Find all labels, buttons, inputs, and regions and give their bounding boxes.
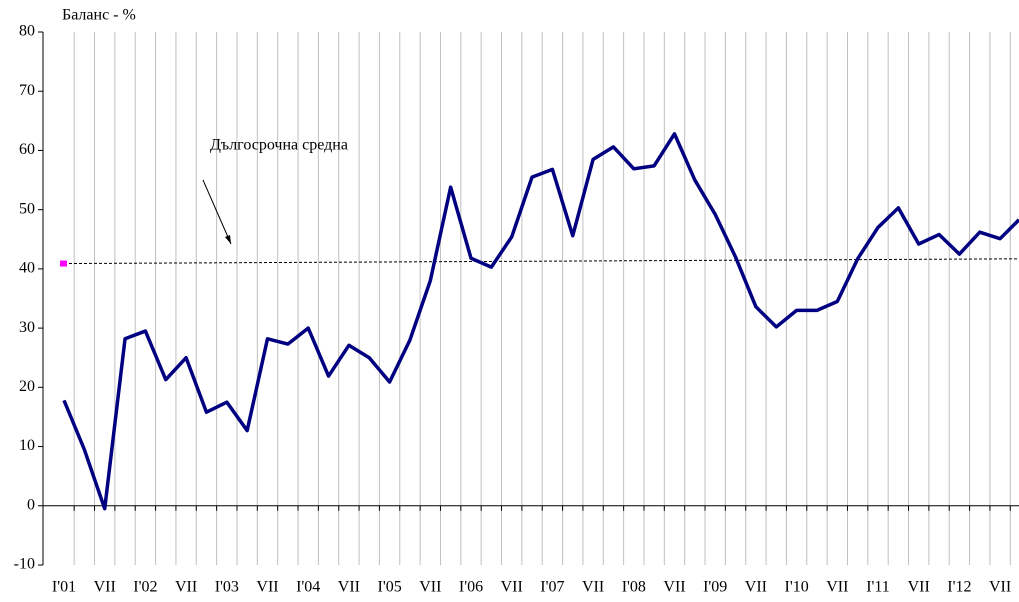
reference-marker [60,260,67,267]
x-tick-label: VII [175,579,197,596]
x-tick-label: VII [908,579,930,596]
y-tick-label: 80 [19,23,35,40]
x-tick-label: VII [663,579,685,596]
x-tick-label: I'07 [540,579,564,596]
y-tick-label: 30 [19,319,35,336]
y-axis-label: Баланс - % [62,7,136,24]
data-line [62,132,1019,511]
x-tick-label: I'01 [52,579,76,596]
x-tick-label: VII [826,579,848,596]
annotation: Дългосрочна средна [210,137,348,154]
y-tick-label: 50 [19,200,35,217]
y-tick-label: 40 [19,260,35,277]
x-tick-label: VII [94,579,116,596]
x-tick-label: I'09 [703,579,727,596]
y-tick-label: 60 [19,141,35,158]
annotation-arrow [202,179,232,245]
plot: -10 0 10 20 30 40 50 60 70 80 I'01 VII I'02 VII I'03 VI… [14,23,1019,596]
y-tick-label: 20 [19,378,35,395]
x-tick-label: I'08 [622,579,646,596]
y-tick-label: 70 [19,82,35,99]
x-tick-label: I'05 [377,579,401,596]
y-tick-label: 10 [19,437,35,454]
x-tick-label: VII [745,579,767,596]
x-tick-label: I'03 [215,579,239,596]
x-tick-label: VII [419,579,441,596]
y-tick-label: 0 [27,496,35,513]
x-tick-label: I'12 [947,579,971,596]
x-tick-label: VII [338,579,360,596]
x-tick-label: I'10 [784,579,808,596]
x-tick-label: I'06 [459,579,483,596]
x-tick-label: VII [256,579,278,596]
x-tick-label: I'02 [133,579,157,596]
x-tick-label: VII [989,579,1011,596]
reference-line [63,258,1019,265]
x-tick-label: I'11 [866,579,890,596]
arrow-head [225,235,231,244]
x-tick-label: VII [582,579,604,596]
x-tick-label: I'04 [296,579,320,596]
y-tick-label: -10 [14,556,35,573]
x-tick-label: VII [501,579,523,596]
